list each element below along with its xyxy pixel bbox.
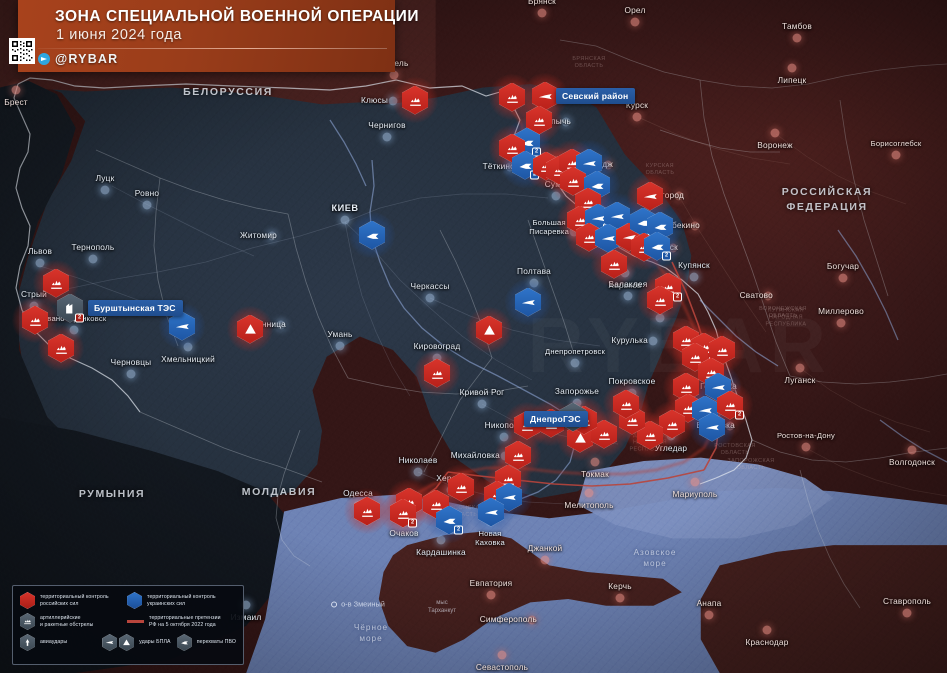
artillery-icon[interactable] (613, 389, 639, 419)
marker-glyph (647, 285, 673, 315)
marker-count-badge: 2 (735, 410, 744, 420)
telegram-handle-label: @RYBAR (55, 52, 119, 66)
artillery-icon[interactable] (22, 305, 48, 335)
uav-icon (102, 634, 118, 651)
airstrike-icon[interactable] (237, 314, 263, 344)
legend-label: перехваты ПВО (196, 639, 236, 645)
legend-item-uav: удары БПЛА (102, 634, 177, 651)
artillery-icon[interactable] (48, 333, 74, 363)
strike-marker[interactable] (237, 314, 263, 344)
marker-glyph (359, 220, 385, 250)
header-banner: ЗОНА СПЕЦИАЛЬНОЙ ВОЕННОЙ ОПЕРАЦИИ 1 июня… (18, 0, 418, 72)
marker-glyph (354, 496, 380, 526)
strike-marker[interactable] (424, 358, 450, 388)
legend-panel: территориальный контроль российских сил … (12, 585, 244, 665)
marker-glyph (499, 82, 525, 112)
marker-glyph (22, 305, 48, 335)
artillery-icon[interactable] (354, 496, 380, 526)
strike-marker[interactable] (448, 472, 474, 502)
strike-marker[interactable]: 2 (57, 293, 84, 323)
legend-label: удары БПЛА (139, 639, 171, 645)
marker-glyph (424, 358, 450, 388)
strike-marker[interactable]: 2 (436, 505, 463, 535)
artillery-icon[interactable] (499, 82, 525, 112)
marker-glyph (237, 314, 263, 344)
air-defense-icon (176, 634, 192, 651)
strike-marker[interactable] (515, 287, 541, 317)
marker-count-badge: 2 (662, 251, 671, 261)
uav-icon[interactable] (637, 181, 663, 211)
marker-glyph (601, 249, 627, 279)
marker-glyph (613, 389, 639, 419)
strike-marker[interactable] (359, 220, 385, 250)
strike-marker[interactable] (476, 315, 502, 345)
marker-glyph (637, 181, 663, 211)
hexagon-blue-icon (127, 592, 143, 609)
strike-marker[interactable] (402, 85, 428, 115)
legend-item-claims: территориальные претензии РФ на 5 октябр… (127, 615, 236, 629)
header-divider (38, 48, 387, 49)
hexagon-red-icon (20, 592, 35, 609)
marker-count-badge: 2 (408, 518, 417, 528)
strike-marker[interactable] (478, 497, 504, 527)
telegram-handle-row[interactable]: @RYBAR (38, 52, 118, 66)
air-defense-icon[interactable] (359, 220, 385, 250)
telegram-icon (38, 53, 50, 65)
strike-marker[interactable] (647, 285, 673, 315)
artillery-icon[interactable] (601, 249, 627, 279)
qr-code-icon[interactable] (9, 38, 35, 64)
strike-marker[interactable]: 2 (644, 231, 671, 261)
legend-label: артиллерийские и ракетные обстрелы (40, 614, 94, 628)
legend-item-air-defense: перехваты ПВО (176, 634, 236, 651)
legend-label: территориальный контроль украинских сил (147, 593, 216, 607)
artillery-icon[interactable] (424, 358, 450, 388)
strike-marker[interactable] (22, 305, 48, 335)
airstrike-icon[interactable] (476, 315, 502, 345)
strike-marker[interactable] (601, 249, 627, 279)
page-title: ЗОНА СПЕЦИАЛЬНОЙ ВОЕННОЙ ОПЕРАЦИИ (55, 8, 420, 25)
strike-marker[interactable] (354, 496, 380, 526)
legend-label: территориальные претензии РФ на 5 октябр… (149, 614, 221, 628)
airstrike-triangle-icon (119, 634, 135, 651)
callout-label[interactable]: Севский район (556, 88, 636, 104)
airstrike-icon (20, 634, 35, 651)
marker-glyph (478, 497, 504, 527)
strike-marker[interactable] (637, 181, 663, 211)
marker-glyph (48, 333, 74, 363)
legend-item-rf-control: территориальный контроль российских сил (20, 592, 127, 609)
uav-icon[interactable] (515, 287, 541, 317)
strike-marker[interactable]: 2 (390, 498, 417, 528)
marker-glyph (402, 85, 428, 115)
artillery-icon (20, 613, 35, 630)
artillery-icon[interactable] (448, 472, 474, 502)
artillery-icon[interactable] (647, 285, 673, 315)
marker-glyph (476, 315, 502, 345)
marker-count-badge: 2 (673, 292, 682, 302)
marker-count-badge: 2 (454, 525, 463, 535)
legend-item-airstrikes: авиаудары (20, 634, 102, 651)
legend-label: авиаудары (40, 639, 68, 645)
strike-marker[interactable] (613, 389, 639, 419)
marker-glyph (515, 287, 541, 317)
red-dash-line-icon (127, 620, 145, 623)
strike-marker[interactable]: 2 (717, 390, 744, 420)
callout-label[interactable]: Бурштынская ТЭС (88, 300, 183, 316)
strike-marker[interactable] (499, 82, 525, 112)
marker-glyph (448, 472, 474, 502)
legend-label: территориальный контроль российских сил (40, 593, 109, 607)
callout-label[interactable]: ДнепроГЭС (524, 411, 588, 427)
legend-item-artillery: артиллерийские и ракетные обстрелы (20, 613, 127, 630)
map-date: 1 июня 2024 года (56, 27, 183, 43)
marker-count-badge: 2 (75, 313, 84, 323)
uav-icon[interactable] (478, 497, 504, 527)
legend-item-ua-control: территориальный контроль украинских сил (127, 592, 236, 609)
artillery-icon[interactable] (402, 85, 428, 115)
strike-marker[interactable] (48, 333, 74, 363)
